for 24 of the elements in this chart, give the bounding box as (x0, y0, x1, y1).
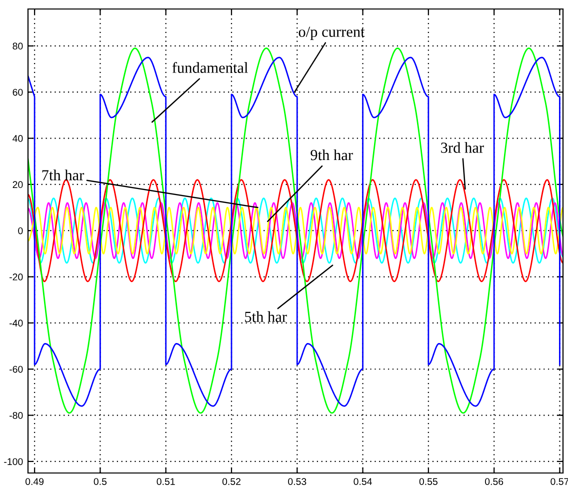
y-tick-label: -80 (10, 412, 23, 419)
annotation: 7th har (42, 170, 84, 180)
y-tick-label: -40 (10, 320, 23, 327)
annotation: 9th har (310, 149, 353, 160)
annotation: o/p current (298, 26, 365, 40)
y-tick-label: 60 (12, 88, 23, 96)
annotation: fundamental (172, 62, 248, 73)
x-tick-label: 0.49 (25, 478, 44, 485)
x-tick-label: 0.51 (156, 478, 175, 485)
y-tick-label: 0 (18, 227, 23, 234)
y-tick-label: 40 (12, 135, 23, 142)
y-tick-label: -60 (10, 366, 23, 373)
x-tick-label: 0.5 (94, 478, 107, 485)
annotation: 5th har (245, 311, 287, 322)
x-tick-label: 0.54 (354, 478, 372, 485)
x-tick-label: 0.52 (222, 478, 240, 485)
x-tick-label: 0.56 (484, 478, 504, 485)
annotation: 3rd har (441, 142, 484, 153)
y-tick-label: -20 (10, 274, 23, 280)
x-tick-label: 0.55 (419, 478, 438, 485)
y-tick-label: 80 (12, 42, 23, 50)
y-tick-label: -100 (4, 458, 23, 466)
y-tick-label: 20 (12, 181, 23, 188)
x-tick-label: 0.53 (288, 478, 306, 485)
